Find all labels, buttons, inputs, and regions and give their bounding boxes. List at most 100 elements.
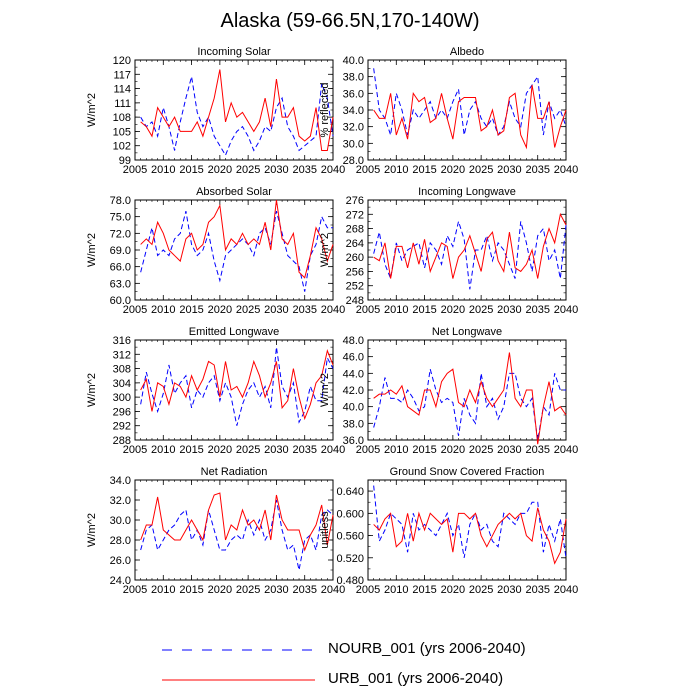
x-tick-label: 2010 [151,164,175,176]
x-tick-label: 2005 [123,444,147,456]
y-tick-label: 252 [346,281,364,293]
x-tick-label: 2025 [236,444,260,456]
y-tick-label: 0.640 [336,486,364,498]
y-tick-label: 0.560 [336,531,364,543]
x-tick-label: 2025 [469,164,493,176]
y-tick-label: 312 [113,349,131,361]
x-tick-label: 2015 [412,304,436,316]
x-tick-label: 2020 [441,584,465,596]
chart-title: Net Radiation [201,466,268,478]
x-tick-label: 2030 [497,304,521,316]
y-tick-label: 30.0 [110,515,131,527]
x-tick-label: 2005 [356,444,380,456]
y-tick-label: 26.0 [110,555,131,567]
y-tick-label: 32.0 [110,495,131,507]
y-tick-label: 46.0 [343,352,364,364]
x-tick-label: 2035 [292,584,316,596]
y-tick-label: 296 [113,406,131,418]
y-tick-label: 304 [113,378,131,390]
plot-frame [367,199,567,301]
x-tick-label: 2025 [236,584,260,596]
y-tick-label: 308 [113,364,131,376]
y-tick-label: 44.0 [343,368,364,380]
x-tick-label: 2025 [236,164,260,176]
y-axis-label: W/m^2 [319,373,331,407]
x-tick-label: 2005 [123,164,147,176]
chart-title: Emitted Longwave [189,326,280,338]
plot-frame [367,479,567,581]
y-tick-label: 114 [113,84,131,96]
legend-label-nourb: NOURB_001 (yrs 2006-2040) [328,640,526,657]
y-tick-label: 276 [346,195,364,207]
y-tick-label: 38.0 [343,72,364,84]
series-line-nourb [140,347,334,426]
x-tick-label: 2005 [356,164,380,176]
legend-dashed-line-icon [162,649,315,651]
y-tick-label: 300 [113,392,131,404]
x-tick-label: 2030 [497,444,521,456]
y-tick-label: 30.0 [343,138,364,150]
x-tick-label: 2025 [469,584,493,596]
y-tick-label: 256 [346,266,364,278]
y-tick-label: 34.0 [110,475,131,487]
series-line-nourb [373,68,567,137]
x-tick-label: 2030 [497,164,521,176]
x-tick-label: 2015 [412,164,436,176]
x-tick-label: 2005 [356,304,380,316]
x-tick-label: 2020 [441,164,465,176]
y-tick-label: 288 [113,435,131,447]
series-line-urb [140,349,334,421]
x-tick-label: 2040 [554,164,578,176]
y-tick-label: 272 [346,209,364,221]
x-tick-label: 2040 [554,444,578,456]
y-axis-label: W/m^2 [86,513,98,547]
y-tick-label: 105 [113,126,131,138]
y-tick-label: 292 [113,421,131,433]
chart-title: Ground Snow Covered Fraction [390,466,545,478]
y-axis-label: W/m^2 [86,373,98,407]
x-tick-label: 2025 [469,304,493,316]
y-tick-label: 69.0 [110,245,131,257]
y-tick-label: 0.480 [336,575,364,587]
page-title: Alaska (59-66.5N,170-140W) [220,10,480,32]
chart-title: Incoming Solar [197,46,271,58]
x-tick-label: 2040 [554,304,578,316]
x-tick-label: 2035 [292,444,316,456]
chart-title: Absorbed Solar [196,186,272,198]
chart-panel-1: Albedo % reflected 2005 2010 2015 2020 2025 203… [319,46,578,176]
x-tick-label: 2035 [292,304,316,316]
y-tick-label: 36.0 [343,88,364,100]
chart-panel-4: Emitted Longwave W/m^2 2005 2010 2015 2020 202… [86,326,345,456]
series-line-nourb [373,369,566,441]
x-tick-label: 2005 [123,304,147,316]
series-line-nourb [140,210,333,292]
chart-panel-0: Incoming Solar W/m^2 2005 2010 2015 2020 2025 2… [86,46,345,176]
legend-label-urb: URB_001 (yrs 2006-2040) [328,670,504,687]
x-tick-label: 2010 [384,444,408,456]
plot-frame [367,339,567,441]
y-tick-label: 28.0 [110,535,131,547]
series-line-urb [373,352,567,445]
x-tick-label: 2040 [554,584,578,596]
x-tick-label: 2015 [179,164,203,176]
x-tick-label: 2020 [208,164,232,176]
x-tick-label: 2010 [384,584,408,596]
y-tick-label: 0.600 [336,508,364,520]
y-tick-label: 60.0 [110,295,131,307]
x-tick-label: 2015 [412,444,436,456]
series-line-urb [140,492,334,552]
x-tick-label: 2030 [264,164,288,176]
series-line-urb [373,507,567,565]
y-tick-label: 0.520 [336,553,364,565]
y-axis-label: W/m^2 [86,233,98,267]
y-tick-label: 248 [346,295,364,307]
y-tick-label: 268 [346,224,364,236]
x-tick-label: 2035 [525,584,549,596]
series-line-nourb [373,485,567,558]
x-tick-label: 2015 [179,584,203,596]
series-line-urb [140,199,334,279]
x-tick-label: 2010 [151,304,175,316]
x-tick-label: 2025 [469,444,493,456]
series-line-urb [373,212,567,279]
